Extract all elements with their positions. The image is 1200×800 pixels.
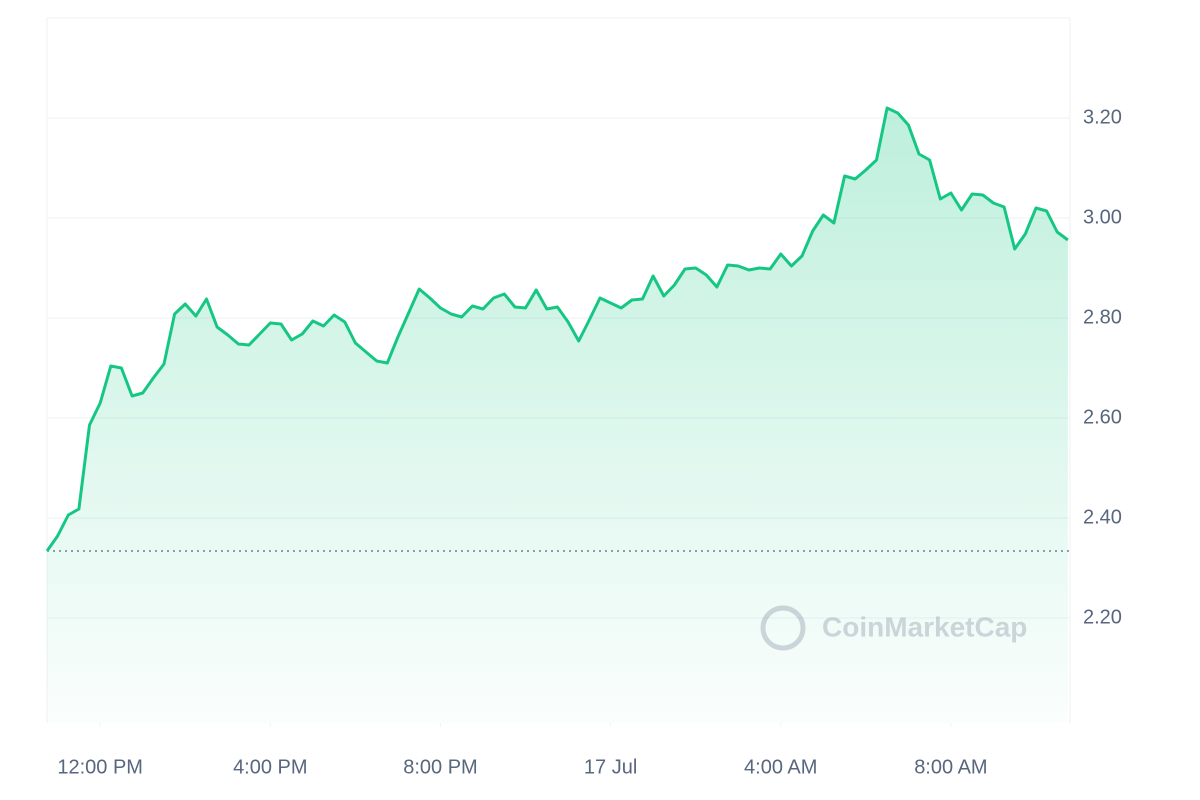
watermark-logo xyxy=(760,605,806,651)
price-area xyxy=(47,108,1068,723)
price-line xyxy=(45,106,1069,552)
x-tick-label: 4:00 AM xyxy=(744,756,817,778)
x-tick-label: 8:00 AM xyxy=(914,756,987,778)
y-tick-label: 3.00 xyxy=(1083,206,1122,228)
x-tick-label: 17 Jul xyxy=(584,756,637,778)
y-tick-label: 2.20 xyxy=(1083,606,1122,628)
y-tick-label: 2.80 xyxy=(1083,306,1122,328)
x-tick-label: 12:00 PM xyxy=(57,756,143,778)
watermark-text: CoinMarketCap xyxy=(822,611,1027,642)
y-tick-label: 2.60 xyxy=(1083,406,1122,428)
watermark: CoinMarketCap xyxy=(760,605,1027,651)
x-tick-label: 8:00 PM xyxy=(403,756,477,778)
y-tick-label: 3.20 xyxy=(1083,106,1122,128)
x-tick-label: 4:00 PM xyxy=(233,756,307,778)
y-tick-label: 2.40 xyxy=(1083,506,1122,528)
